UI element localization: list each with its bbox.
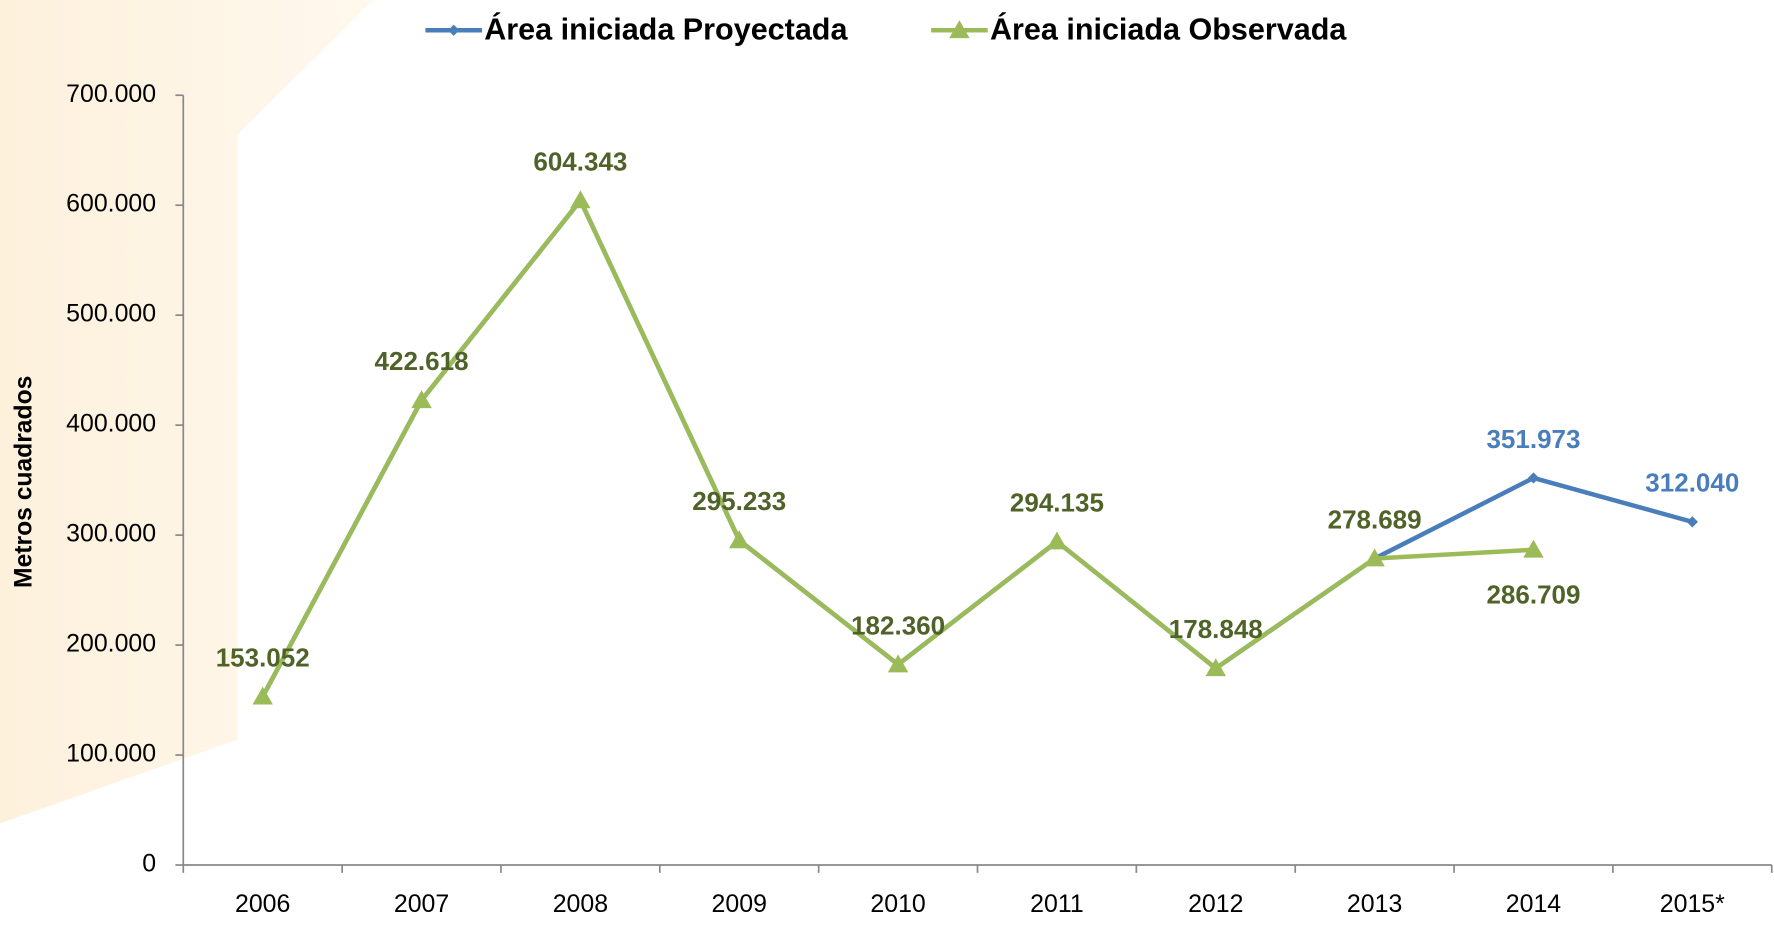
marker [887,654,909,673]
marker [1364,548,1385,567]
x-tick-label: 2012 [1188,891,1243,918]
x-tick-label: 2010 [870,891,925,918]
x-tick-label: 2008 [553,891,608,918]
y-tick-label: 700.000 [66,81,156,108]
legend-label: Área iniciada Proyectada [484,12,848,46]
background-decoration [0,0,374,824]
value-label: 294.135 [1010,490,1104,518]
x-tick-label: 2013 [1347,891,1402,918]
y-tick-label: 0 [142,851,156,878]
value-label: 295.233 [692,488,786,516]
series [252,190,1544,705]
x-tick-label: 2011 [1030,891,1084,918]
y-tick-label: 300.000 [66,521,156,548]
value-label: 604.343 [533,148,627,176]
line [260,198,1693,698]
value-label: 286.709 [1486,582,1580,610]
marker [1527,472,1540,484]
x-tick-label: 2014 [1506,891,1562,918]
y-tick-label: 500.000 [66,301,156,328]
x-tick-label: 2006 [235,891,290,918]
marker [411,390,432,409]
marker [252,686,273,705]
x-tick-label: 2009 [712,891,767,918]
value-label: 351.973 [1486,426,1580,454]
marker [570,190,591,209]
y-tick-label: 400.000 [66,411,156,438]
x-tick-label: 2015* [1660,891,1725,918]
marker [1046,531,1068,550]
marker [949,20,970,39]
marker [448,24,460,36]
y-tick-label: 100.000 [66,741,156,768]
marker [729,530,750,549]
value-label: 278.689 [1328,506,1422,534]
marker [1686,516,1698,528]
marker [1205,658,1226,677]
y-tick-label: 200.000 [66,631,156,658]
series [257,194,1698,703]
marker [1523,539,1544,558]
value-label: 178.848 [1169,616,1263,644]
legend: Área iniciada Proyectada Área iniciada Ob… [425,12,1348,46]
value-label: 153.052 [216,645,310,673]
value-label: 182.360 [851,612,945,640]
value-label: 312.040 [1645,470,1739,498]
value-label: 422.618 [375,348,469,376]
y-tick-label: 600.000 [66,191,156,218]
x-tick-label: 2007 [394,891,449,918]
legend-label: Área iniciada Observada [990,12,1348,46]
y-axis-label: Metros cuadrados [10,376,37,588]
